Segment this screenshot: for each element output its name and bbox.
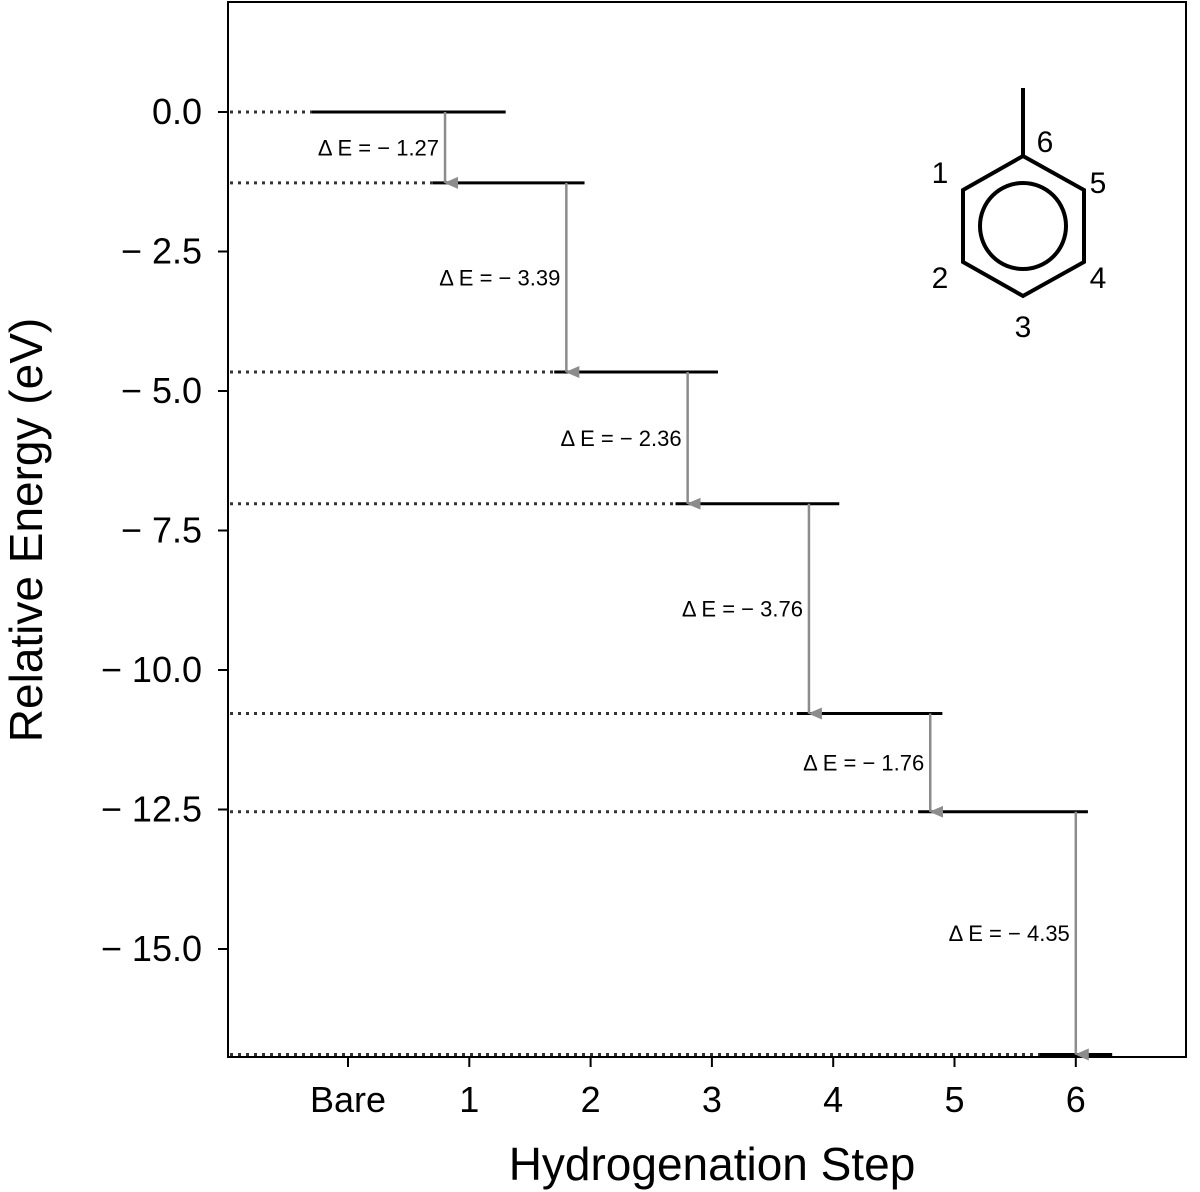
atom-label-1: 1: [932, 157, 949, 190]
delta-labels: Δ E = − 1.27 Δ E = − 3.39 Δ E = − 2.36 Δ E …: [318, 135, 1070, 946]
y-axis-ticks: 0.0 − 2.5 − 5.0 − 7.5 − 10.0 − 12.5 − 15.0: [101, 91, 228, 969]
transition-arrows: [443, 112, 1089, 1061]
y-tick-label-1: − 2.5: [121, 231, 202, 272]
delta-label-4: Δ E = − 1.76: [803, 751, 924, 776]
atom-label-5: 5: [1090, 167, 1107, 200]
x-axis-ticks: Bare 1 2 3 4 5 6: [310, 1057, 1086, 1120]
benzene-ring: [961, 153, 1086, 299]
delta-label-3: Δ E = − 3.76: [682, 597, 803, 622]
y-tick-label-2: − 5.0: [121, 370, 202, 411]
atom-label-3: 3: [1015, 311, 1032, 344]
atom-label-4: 4: [1090, 262, 1107, 295]
dotted-guide-lines: [230, 110, 1040, 1056]
x-tick-label-2: 2: [581, 1079, 601, 1120]
y-tick-label-4: − 10.0: [101, 649, 202, 690]
y-tick-label-0: 0.0: [152, 91, 202, 132]
delta-label-2: Δ E = − 2.36: [561, 426, 682, 451]
y-tick-label-3: − 7.5: [121, 510, 202, 551]
x-axis-label: Hydrogenation Step: [509, 1138, 916, 1190]
delta-label-5: Δ E = − 4.35: [949, 921, 1070, 946]
molecule-inset: 1 2 3 4 5 6: [932, 88, 1107, 344]
aromatic-circle: [978, 181, 1068, 271]
y-tick-label-6: − 15.0: [101, 928, 202, 969]
x-tick-label-4: 4: [823, 1079, 843, 1120]
y-tick-label-5: − 12.5: [101, 789, 202, 830]
x-tick-label-5: 5: [944, 1079, 964, 1120]
x-tick-label-3: 3: [702, 1079, 722, 1120]
y-axis-label: Relative Energy (eV): [0, 318, 52, 742]
x-tick-label-0: Bare: [310, 1079, 386, 1120]
delta-label-0: Δ E = − 1.27: [318, 135, 439, 160]
delta-label-1: Δ E = − 3.39: [439, 265, 560, 290]
atom-label-6: 6: [1037, 126, 1054, 159]
x-tick-label-1: 1: [459, 1079, 479, 1120]
atom-label-2: 2: [932, 262, 949, 295]
x-tick-label-6: 6: [1066, 1079, 1086, 1120]
